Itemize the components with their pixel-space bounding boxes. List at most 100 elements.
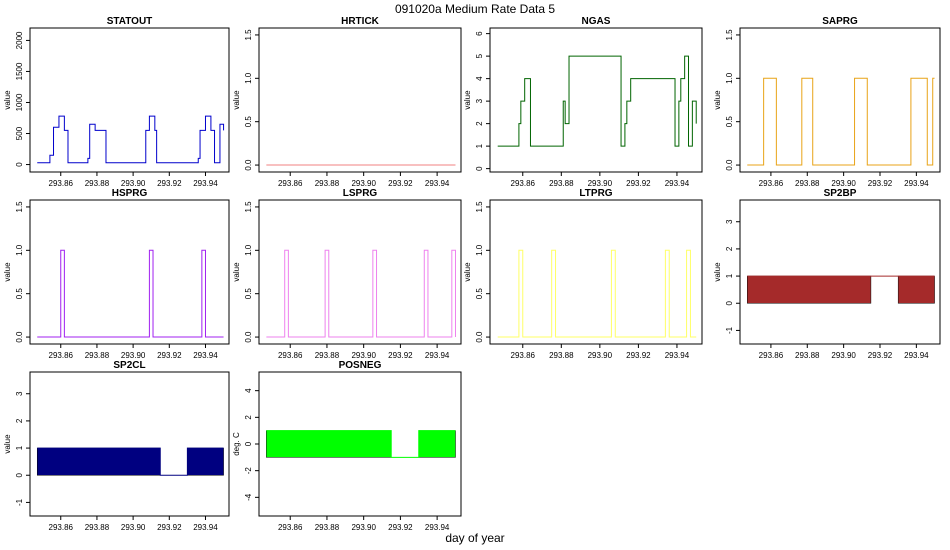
x-tick-label: 293.88 <box>85 351 110 360</box>
panel-statout: STATOUT 0 500 1000 1500 2000 value 293.86 293.88… <box>3 16 230 188</box>
series-line <box>497 55 697 147</box>
y-tick-label: 0.5 <box>244 116 253 128</box>
x-tick-label: 293.88 <box>315 523 340 532</box>
series-line <box>37 249 224 338</box>
x-tick-label: 293.94 <box>193 523 218 532</box>
x-tick-label: 293.88 <box>85 179 110 188</box>
y-axis-label: value <box>3 434 12 454</box>
y-tick-label: -4 <box>244 493 253 501</box>
plot-frame <box>29 199 230 345</box>
y-tick-label: 1.5 <box>244 29 253 41</box>
panel-title: LSPRG <box>343 188 378 199</box>
y-tick-label: 1.5 <box>244 201 253 213</box>
x-tick-label: 293.90 <box>588 351 613 360</box>
y-tick-label: 3 <box>725 219 734 224</box>
series-line <box>37 447 224 476</box>
y-tick-label: 4 <box>244 388 253 393</box>
y-tick-label: 5 <box>475 53 484 58</box>
filled-block <box>36 447 161 476</box>
y-tick-label: 1000 <box>15 93 24 111</box>
y-tick-label: 1 <box>475 143 484 148</box>
y-tick-label: 1.0 <box>244 244 253 256</box>
y-tick-label: 1500 <box>15 62 24 80</box>
y-tick-label: 6 <box>475 31 484 36</box>
series-line <box>497 249 697 338</box>
x-tick-label: 293.94 <box>665 179 690 188</box>
panel-title: POSNEG <box>339 360 382 371</box>
y-axis-label: value <box>3 262 12 282</box>
y-axis-label: value <box>463 262 472 282</box>
y-tick-label: 0 <box>475 166 484 171</box>
x-tick-label: 293.94 <box>665 351 690 360</box>
x-tick-label: 293.94 <box>425 523 450 532</box>
x-tick-label: 293.86 <box>278 523 303 532</box>
x-tick-label: 293.92 <box>626 351 651 360</box>
x-tick-label: 293.90 <box>351 179 376 188</box>
x-tick-label: 293.86 <box>278 351 303 360</box>
x-tick-label: 293.94 <box>193 179 218 188</box>
y-tick-label: -1 <box>725 326 734 334</box>
x-tick-label: 293.92 <box>157 523 182 532</box>
y-tick-label: 2 <box>475 121 484 126</box>
y-tick-label: 3 <box>475 98 484 103</box>
x-tick-label: 293.88 <box>549 351 574 360</box>
x-tick-label: 293.92 <box>868 179 893 188</box>
panel-ltprg: LTPRG 0.0 0.5 1.0 1.5 value 293.86 293.88 293.90… <box>463 188 703 360</box>
y-axis-label: value <box>232 262 241 282</box>
panel-title: STATOUT <box>107 16 153 27</box>
y-tick-label: -1 <box>15 498 24 506</box>
x-tick-label: 293.90 <box>351 523 376 532</box>
y-tick-label: 2 <box>244 415 253 420</box>
x-tick-label: 293.86 <box>49 523 74 532</box>
x-tick-label: 293.86 <box>49 351 74 360</box>
x-tick-label: 293.88 <box>549 179 574 188</box>
panel-title: HRTICK <box>341 16 380 27</box>
y-axis-label: value <box>713 90 722 110</box>
x-tick-label: 293.92 <box>157 179 182 188</box>
y-axis-label: value <box>3 90 12 110</box>
x-axis-label: day of year <box>445 531 505 545</box>
x-tick-label: 293.90 <box>831 179 856 188</box>
x-tick-label: 293.86 <box>511 351 536 360</box>
x-tick-label: 293.86 <box>511 179 536 188</box>
y-tick-label: 0.5 <box>475 288 484 300</box>
x-tick-label: 293.94 <box>425 351 450 360</box>
x-tick-label: 293.86 <box>49 179 74 188</box>
y-tick-label: 3 <box>15 391 24 396</box>
filled-block <box>187 447 224 476</box>
x-tick-label: 293.88 <box>315 351 340 360</box>
x-tick-label: 293.86 <box>278 179 303 188</box>
x-tick-label: 293.90 <box>831 351 856 360</box>
y-tick-label: 1.5 <box>475 201 484 213</box>
panel-saprg: SAPRG 0.0 0.5 1.0 1.5 value 293.86 293.88 293.90… <box>713 16 941 188</box>
y-tick-label: 0.0 <box>475 331 484 343</box>
filled-block <box>418 430 456 458</box>
plot-frame <box>489 199 703 345</box>
x-tick-label: 293.86 <box>759 179 784 188</box>
y-tick-label: 1.5 <box>15 201 24 213</box>
y-tick-label: 0 <box>244 441 253 446</box>
panel-sp2cl: SP2CL -1 0 1 2 3 value 293.86 293.88 293.90 293.92… <box>3 360 230 532</box>
x-tick-label: 293.92 <box>388 351 413 360</box>
x-tick-label: 293.94 <box>904 351 929 360</box>
y-axis-label: value <box>713 262 722 282</box>
y-tick-label: 1.0 <box>244 72 253 84</box>
panel-title: SP2CL <box>113 360 145 371</box>
plot-frame <box>258 27 462 173</box>
y-tick-label: -2 <box>244 467 253 475</box>
y-axis-label: value <box>232 90 241 110</box>
series-line <box>266 249 456 338</box>
y-tick-label: 1.0 <box>475 244 484 256</box>
x-tick-label: 293.92 <box>388 523 413 532</box>
y-tick-label: 0.5 <box>725 116 734 128</box>
series-line <box>266 430 456 458</box>
series-line <box>37 115 225 164</box>
filled-block <box>897 275 935 304</box>
plot-frame <box>489 27 703 173</box>
y-tick-label: 0.0 <box>15 331 24 343</box>
y-axis-label: deg. C <box>232 432 241 456</box>
y-tick-label: 4 <box>475 76 484 81</box>
y-tick-label: 1 <box>15 445 24 450</box>
y-axis-label: value <box>463 90 472 110</box>
y-tick-label: 1.5 <box>725 29 734 41</box>
